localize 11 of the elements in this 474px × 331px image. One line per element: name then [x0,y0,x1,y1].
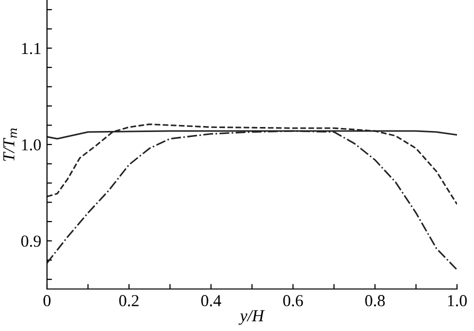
x-axis-title: y/H [238,310,265,325]
y-tick-label: 1.0 [22,139,41,151]
y-tick-label: 0.9 [21,236,41,247]
x-tick-label: 1.0 [448,295,467,306]
x-tick-label: 0.6 [283,295,303,306]
y-axis-title: T/T$_{m}$ [3,128,17,161]
x-tick-label: 0.4 [201,295,222,306]
x-tick-label: 0 [43,295,51,306]
x-tick-label: 0.8 [365,295,385,306]
x-tick-label: 0.2 [119,295,138,306]
y-tick-label: 1.1 [22,42,40,54]
